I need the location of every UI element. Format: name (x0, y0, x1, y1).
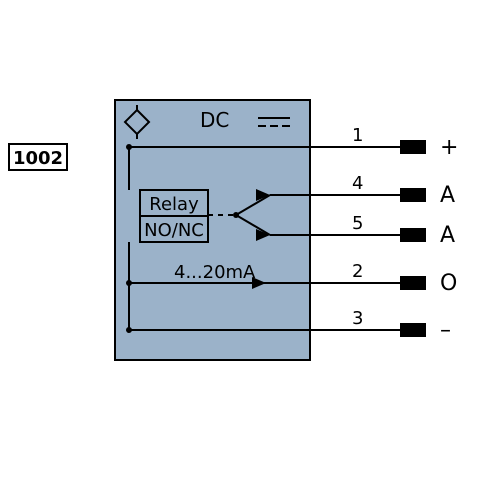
terminal-symbol-3: – (440, 318, 451, 343)
terminal-number-1: 1 (352, 125, 363, 146)
terminal-pad (400, 323, 426, 337)
terminal-pad (400, 188, 426, 202)
node (126, 327, 132, 333)
terminal-symbol-5: A (440, 223, 455, 248)
terminal-symbol-1: + (440, 135, 458, 160)
current-label: 4...20mA (174, 262, 256, 283)
terminal-number-5: 5 (352, 213, 363, 234)
relay-label-bottom: NO/NC (144, 220, 204, 241)
terminal-number-3: 3 (352, 308, 363, 329)
relay-label-top: Relay (149, 194, 199, 215)
terminal-number-2: 2 (352, 261, 363, 282)
terminal-pad (400, 140, 426, 154)
terminal-number-4: 4 (352, 173, 363, 194)
legend-text: 1002 (13, 148, 63, 169)
node (233, 212, 239, 218)
terminal-symbol-2: O (440, 271, 457, 296)
terminal-pad (400, 228, 426, 242)
node (126, 144, 132, 150)
terminal-symbol-4: A (440, 183, 455, 208)
dc-label: DC (200, 108, 229, 132)
node (126, 280, 132, 286)
terminal-pad (400, 276, 426, 290)
